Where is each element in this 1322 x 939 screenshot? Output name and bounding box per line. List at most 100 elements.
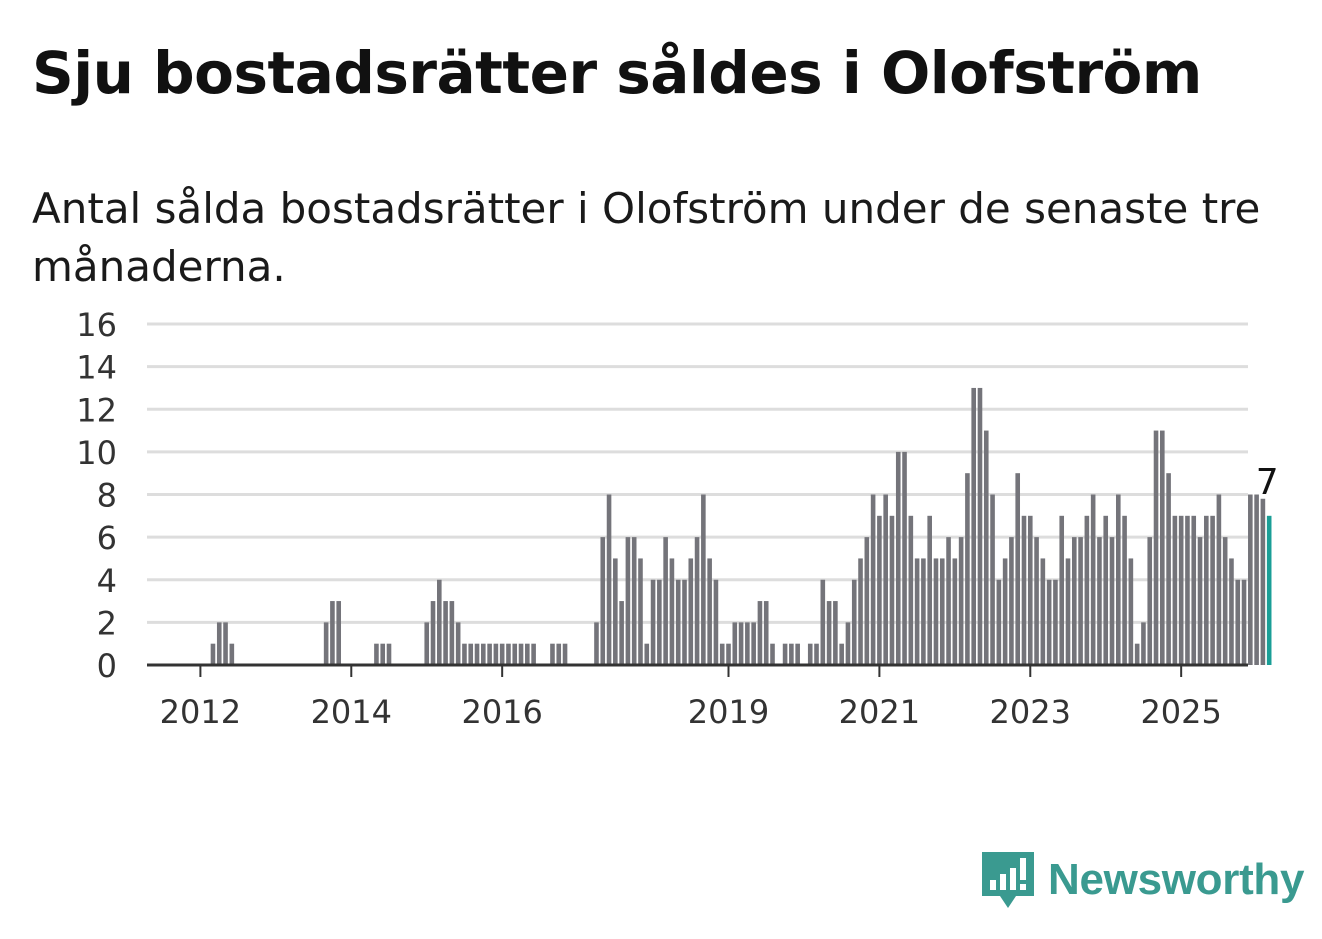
bar <box>845 622 851 665</box>
bar <box>1065 558 1071 665</box>
bar <box>877 515 882 665</box>
bar <box>807 643 813 665</box>
bar <box>782 643 788 665</box>
bar <box>386 643 392 665</box>
bar <box>707 558 712 665</box>
bar <box>1021 515 1027 665</box>
bar <box>1222 537 1228 665</box>
bar-highlight <box>1266 515 1272 665</box>
bar <box>1059 515 1065 665</box>
bar <box>1210 515 1215 665</box>
bar <box>323 622 329 665</box>
bar <box>619 601 624 665</box>
bar <box>449 601 455 665</box>
bar <box>814 643 819 665</box>
bar <box>625 537 631 665</box>
bar <box>1254 494 1259 665</box>
bar <box>1134 643 1140 665</box>
bar <box>525 643 530 665</box>
bar <box>826 601 832 665</box>
bar <box>556 643 562 665</box>
bar <box>1204 515 1209 665</box>
x-tick-label: 2021 <box>839 693 920 731</box>
bar <box>663 537 668 665</box>
gridlines <box>147 322 1248 624</box>
x-tick-label: 2016 <box>461 693 542 731</box>
bar <box>1097 537 1102 665</box>
bar <box>210 643 216 665</box>
bar <box>1078 537 1083 665</box>
newsworthy-logo[interactable]: Newsworthy <box>980 850 1304 910</box>
bar <box>694 537 700 665</box>
bar <box>770 643 775 665</box>
bar <box>820 579 826 665</box>
bar <box>1172 515 1178 665</box>
bar <box>550 643 555 665</box>
x-tick-label: 2012 <box>160 693 241 731</box>
bar <box>594 622 599 665</box>
bar <box>1260 498 1266 665</box>
chart-subtitle: Antal sålda bostadsrätter i Olofström un… <box>32 184 1261 291</box>
bar <box>983 430 989 665</box>
y-tick-label: 6 <box>97 519 117 557</box>
bar <box>939 558 945 665</box>
bar <box>927 515 932 665</box>
bar <box>1229 558 1234 665</box>
bar <box>1185 515 1190 665</box>
bar <box>229 643 235 665</box>
y-tick-label: 0 <box>97 647 117 685</box>
bars <box>210 387 1272 665</box>
bar <box>833 601 838 665</box>
x-tick-label: 2025 <box>1140 693 1221 731</box>
bar <box>713 579 719 665</box>
bar <box>1015 473 1021 665</box>
bar <box>1216 494 1222 665</box>
x-axis: 2012 2014 2016 2019 2021 2023 2025 <box>147 663 1248 731</box>
bar <box>1034 537 1039 665</box>
bar <box>512 643 518 665</box>
bar <box>763 601 769 665</box>
bar <box>657 579 662 665</box>
bar <box>487 643 492 665</box>
bar <box>1084 515 1090 665</box>
bar <box>1153 430 1159 665</box>
y-tick-label: 4 <box>97 562 117 600</box>
brand-name: Newsworthy <box>1048 855 1305 904</box>
newsworthy-logo-icon <box>982 852 1034 908</box>
bar <box>1040 558 1046 665</box>
y-tick-label: 2 <box>97 604 117 642</box>
bar <box>631 537 637 665</box>
bar <box>1009 537 1014 665</box>
bar <box>462 643 467 665</box>
bar <box>757 601 763 665</box>
chart-title: Sju bostadsrätter såldes i Olofström <box>32 39 1202 107</box>
bar <box>701 494 706 665</box>
bar <box>1191 515 1197 665</box>
bar <box>908 515 914 665</box>
bar <box>613 558 618 665</box>
bar <box>493 643 499 665</box>
bar <box>336 601 342 665</box>
bar <box>1128 558 1134 665</box>
last-value-label: 7 <box>1256 462 1279 503</box>
bar <box>531 643 536 665</box>
bar <box>669 558 675 665</box>
bar <box>481 643 486 665</box>
bar <box>914 558 920 665</box>
bar <box>374 643 379 665</box>
bar <box>839 643 844 665</box>
bar <box>1122 515 1127 665</box>
bar <box>1027 515 1033 665</box>
bar <box>1248 494 1253 665</box>
bar <box>971 387 976 665</box>
bar <box>895 451 901 665</box>
bar <box>1115 494 1121 665</box>
bar <box>870 494 876 665</box>
y-tick-label: 16 <box>76 306 117 344</box>
bar <box>726 643 731 665</box>
bar <box>1241 579 1247 665</box>
bar <box>946 537 951 665</box>
bar <box>675 579 681 665</box>
bar <box>518 643 524 665</box>
